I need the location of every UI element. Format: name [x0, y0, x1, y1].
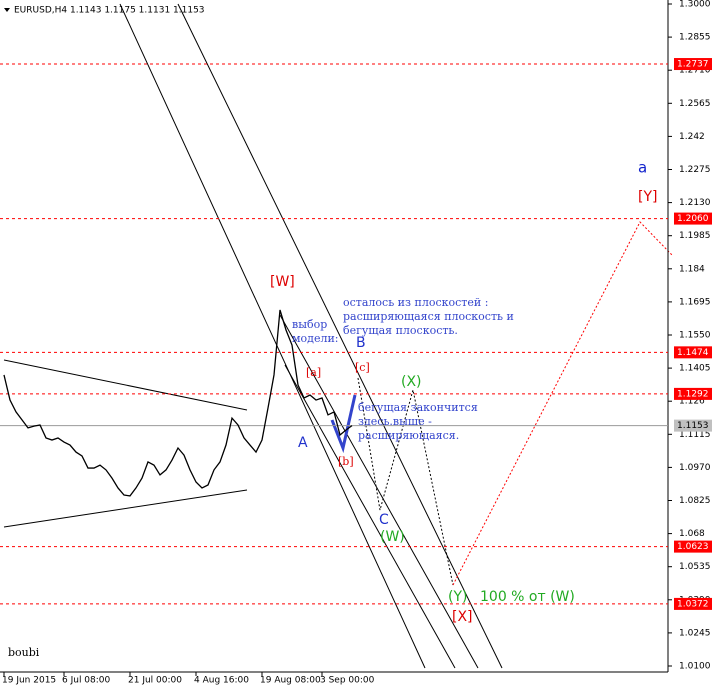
- watermark: boubi: [8, 646, 40, 659]
- wave-sketch: [330, 394, 357, 454]
- symbol-header: EURUSD,H4 1.1143 1.1175 1.1131 1.1153: [14, 6, 205, 16]
- level-box: [674, 58, 712, 71]
- wave-label: [X]: [452, 609, 473, 625]
- level-label: 1.1474: [677, 348, 709, 358]
- y-tick-label: 1.3000: [679, 0, 711, 10]
- level-label: 1.0623: [677, 542, 709, 552]
- level-box: [674, 540, 712, 553]
- wave-label: [Y]: [638, 189, 657, 205]
- y-tick-label: 1.0535: [679, 562, 711, 572]
- y-tick-label: 1.1695: [679, 297, 711, 307]
- y-tick-label: 1.2710: [679, 66, 711, 76]
- wave-label: [c]: [355, 361, 370, 374]
- y-tick-label: 1.0245: [679, 628, 711, 638]
- comment: расширяющаяся плоскость и: [343, 310, 514, 323]
- price-line-series: [3, 309, 353, 497]
- x-tick-label: 19 Jun 2015: [2, 676, 56, 686]
- y-tick-label: 1.2275: [679, 165, 711, 175]
- y-tick-label: 1.126: [679, 397, 705, 407]
- x-tick-label: 3 Sep 00:00: [320, 676, 375, 686]
- level-box: [674, 346, 712, 359]
- price-label: 1.1153: [677, 421, 709, 431]
- y-tick-label: 1.242: [679, 132, 705, 142]
- target-note: 100 % от (W): [480, 589, 575, 605]
- projection-path: [452, 221, 673, 586]
- triangle-lower: [3, 489, 248, 528]
- x-tick-label: 4 Aug 16:00: [194, 676, 249, 686]
- y-tick-label: 1.1550: [679, 331, 711, 341]
- x-tick-label: 19 Aug 08:00: [260, 676, 321, 686]
- level-label: 1.0372: [677, 599, 709, 609]
- channel-line: [279, 314, 479, 669]
- y-tick-label: 1.0825: [679, 496, 711, 506]
- level-box: [674, 387, 712, 400]
- drawings: [3, 3, 673, 669]
- triangle-upper: [3, 359, 248, 411]
- comment: модели:: [292, 332, 339, 345]
- y-tick-label: 1.0970: [679, 463, 711, 473]
- wave-label: (W): [380, 529, 405, 545]
- wave-label: [a]: [306, 366, 321, 379]
- y-tick-label: 1.184: [679, 264, 705, 274]
- header-icon: [4, 8, 10, 12]
- wave-label: C: [379, 512, 389, 528]
- y-tick-label: 1.2565: [679, 99, 711, 109]
- comment: расширяющаяся.: [358, 429, 459, 442]
- comment: бегущая плоскость.: [343, 324, 458, 337]
- annotations: [W] [a] [c] [b] A B C (X) (W) (Y) 100 % …: [270, 159, 657, 626]
- price-box: [674, 419, 712, 432]
- comment: бегущая закончится: [358, 401, 478, 414]
- wave-label: [b]: [338, 455, 354, 468]
- comment: осталось из плоскостей :: [343, 296, 488, 309]
- y-tick-label: 1.068: [679, 529, 705, 539]
- y-tick-label: 1.0100: [679, 662, 711, 672]
- x-tick-label: 6 Jul 08:00: [62, 676, 111, 686]
- comment: выбор: [292, 318, 327, 331]
- channel-line: [177, 3, 503, 669]
- wave-label: (Y): [448, 589, 467, 605]
- y-tick-label: 1.1985: [679, 231, 711, 241]
- y-tick-label: 1.1405: [679, 364, 711, 374]
- wave-label: A: [298, 435, 308, 451]
- level-box: [674, 212, 712, 225]
- channel-line: [284, 364, 456, 669]
- level-label: 1.1292: [677, 389, 709, 399]
- y-tick-label: 1.2130: [679, 198, 711, 208]
- wave-label: [W]: [270, 274, 295, 290]
- y-tick-label: 1.2855: [679, 33, 711, 43]
- wave-label: (X): [401, 374, 422, 390]
- projection-path: [357, 377, 454, 586]
- y-tick-label: 1.1115: [679, 430, 711, 440]
- wave-label: a: [638, 159, 647, 177]
- wave-label: B: [356, 335, 366, 351]
- level-box: [674, 597, 712, 610]
- channel-line: [119, 3, 426, 669]
- level-label: 1.2737: [677, 60, 709, 70]
- level-label: 1.2060: [677, 214, 709, 224]
- x-tick-label: 21 Jul 00:00: [128, 676, 182, 686]
- comment: здесь.выше -: [358, 415, 432, 428]
